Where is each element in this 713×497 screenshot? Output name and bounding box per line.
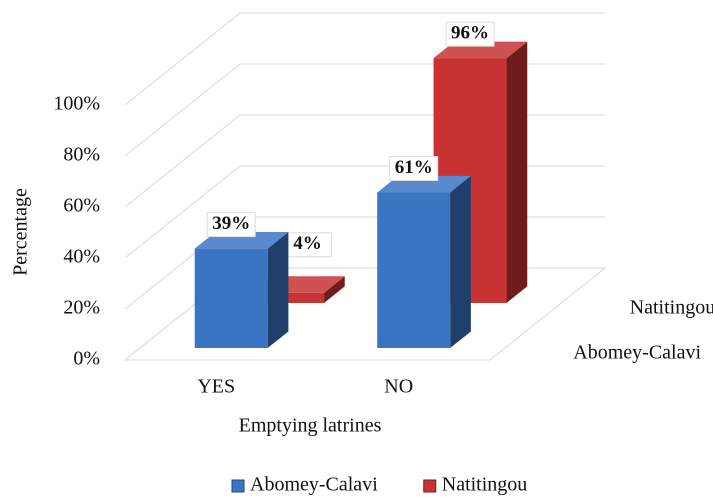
y-tick-label: 60% <box>63 195 100 217</box>
bar <box>377 175 471 349</box>
value-label-box <box>389 155 439 181</box>
value-label-box <box>206 212 256 238</box>
legend-label: Abomey-Calavi <box>250 474 378 496</box>
bar-side <box>450 175 471 349</box>
y-tick-label: 100% <box>53 93 100 115</box>
grid-line <box>124 12 241 106</box>
value-label: 61% <box>395 157 433 178</box>
depth-label: Natitingou <box>630 296 713 318</box>
value-label: 4% <box>293 233 322 254</box>
bar-side <box>324 276 345 303</box>
y-tick-label: 20% <box>63 297 100 319</box>
x-tick-label: NO <box>384 376 413 398</box>
bar-front <box>194 248 268 349</box>
y-axis-title: Percentage <box>10 188 32 276</box>
grid-line <box>124 165 241 259</box>
x-tick-label: YES <box>197 376 235 398</box>
y-tick-label: 40% <box>63 246 100 268</box>
bar-front <box>377 192 451 349</box>
value-label: 39% <box>212 213 250 234</box>
grid-line <box>124 114 241 208</box>
x-axis-title: Emptying latrines <box>239 415 382 437</box>
depth-label: Abomey-Calavi <box>573 341 701 363</box>
bar-side <box>506 41 528 303</box>
legend-swatch <box>423 479 437 493</box>
value-label-box <box>283 232 333 258</box>
bar-side <box>267 232 289 349</box>
grid-line <box>124 63 241 157</box>
value-label-box <box>445 21 495 47</box>
bar <box>194 232 289 349</box>
legend-swatch <box>231 479 245 493</box>
y-tick-label: 80% <box>63 144 100 166</box>
y-tick-label: 0% <box>73 348 100 370</box>
legend-label: Natitingou <box>442 474 528 496</box>
value-label: 96% <box>451 23 489 44</box>
